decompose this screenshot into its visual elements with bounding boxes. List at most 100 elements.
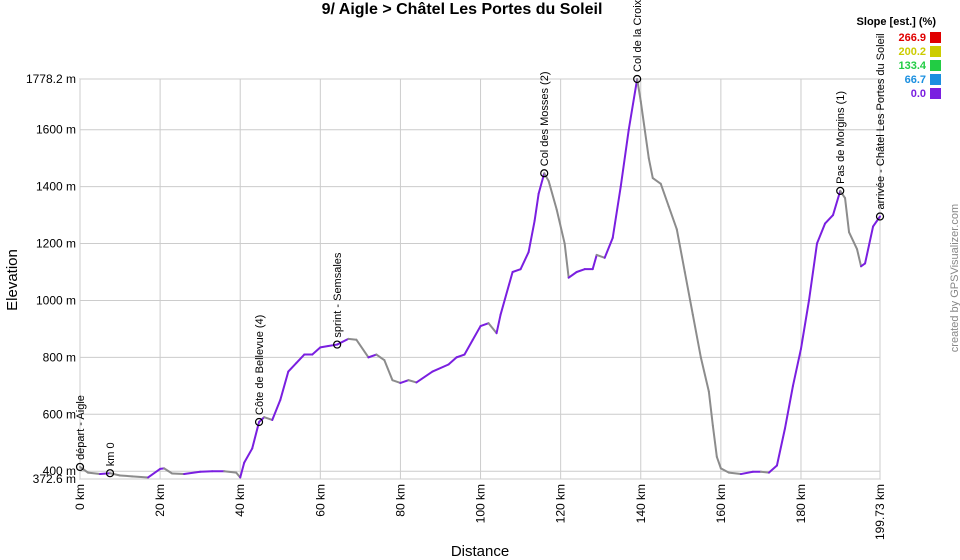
- profile-segment: [783, 384, 794, 430]
- legend-swatch: [930, 88, 941, 99]
- waypoint-label: Col des Mosses (2): [539, 71, 551, 166]
- profile-segment: [415, 370, 434, 384]
- x-axis-label: Distance: [451, 543, 509, 560]
- profile-segment: [683, 270, 694, 316]
- profile-segment: [87, 471, 102, 476]
- x-tick-label: 180 km: [794, 484, 808, 523]
- profile-segment: [495, 313, 502, 335]
- x-tick-label: 60 km: [313, 484, 327, 517]
- profile-segment: [872, 215, 881, 228]
- profile-segment: [336, 337, 350, 346]
- profile-segment: [399, 379, 410, 384]
- profile-segment: [699, 356, 710, 393]
- profile-segment: [287, 362, 298, 373]
- legend-value: 66.7: [905, 74, 926, 86]
- legend-swatch: [930, 46, 941, 57]
- profile-segment: [691, 313, 702, 359]
- x-tick-label: 100 km: [474, 484, 488, 523]
- legend-value: 200.2: [898, 46, 926, 58]
- legend-value: 133.4: [898, 60, 926, 72]
- y-tick-label: 1200 m: [36, 237, 76, 251]
- legend-value: 0.0: [911, 88, 926, 100]
- legend-value: 266.9: [898, 32, 926, 44]
- y-tick-label: 1000 m: [36, 293, 76, 307]
- x-tick-label: 120 km: [554, 484, 568, 523]
- profile-segment: [555, 208, 566, 245]
- profile-segment: [856, 248, 863, 268]
- profile-segment: [627, 78, 639, 131]
- profile-segment: [431, 363, 450, 373]
- profile-segment: [533, 192, 540, 222]
- waypoint-marker: [633, 74, 642, 84]
- profile-segment: [603, 236, 614, 259]
- waypoint-label: départ - Aigle: [75, 395, 87, 460]
- profile-segment: [775, 427, 786, 467]
- profile-segment: [251, 420, 261, 450]
- waypoint-label: arrivée - Châtel Les Portes du Soleil: [875, 33, 887, 209]
- chart-title: 9/ Aigle > Châtel Les Portes du Soleil: [322, 1, 603, 18]
- profile-segment: [567, 270, 578, 279]
- x-tick-label: 160 km: [714, 484, 728, 523]
- profile-segment: [99, 472, 112, 476]
- x-tick-label: 140 km: [634, 484, 648, 523]
- profile-segment: [659, 182, 670, 208]
- profile-segment: [611, 185, 622, 239]
- profile-segment: [295, 353, 306, 365]
- waypoint-label: km 0: [105, 442, 117, 466]
- profile-segment: [667, 205, 678, 231]
- profile-segment: [487, 322, 498, 335]
- profile-segment: [391, 379, 402, 384]
- profile-segment: [471, 325, 482, 342]
- profile-segment: [791, 347, 802, 387]
- profile-segment: [367, 353, 378, 359]
- profile-segment: [864, 225, 875, 265]
- profile-segment: [243, 447, 254, 464]
- profile-segment: [223, 470, 238, 474]
- profile-segment: [563, 242, 570, 279]
- x-tick-label: 199.73 km: [873, 484, 887, 540]
- profile-segment: [183, 470, 202, 476]
- profile-segment: [547, 179, 558, 211]
- profile-segment: [279, 370, 290, 402]
- profile-segment: [319, 344, 330, 349]
- waypoint-label: sprint - Semsales: [332, 252, 344, 337]
- waypoint-marker: [105, 469, 115, 478]
- profile-segment: [131, 475, 150, 479]
- profile-segment: [767, 464, 778, 474]
- legend-swatch: [930, 32, 941, 43]
- profile-segment: [511, 268, 522, 273]
- profile-segment: [311, 346, 322, 356]
- profile-segment: [239, 461, 246, 479]
- profile-segment: [727, 471, 742, 476]
- plot-area: [79, 78, 881, 480]
- credit: created by GPSVisualizer.com: [949, 204, 960, 352]
- y-tick-label: 1400 m: [36, 180, 76, 194]
- profile-segment: [347, 337, 358, 341]
- y-tick-label: 800 m: [43, 350, 76, 364]
- profile-segment: [759, 470, 770, 474]
- profile-segment: [171, 472, 186, 476]
- profile-segment: [719, 467, 730, 474]
- profile-segment: [619, 128, 630, 188]
- profile-segment: [815, 222, 827, 245]
- profile-segment: [383, 359, 394, 382]
- profile-segment: [739, 470, 754, 476]
- profile-segment: [499, 270, 514, 316]
- profile-segment: [119, 474, 134, 478]
- y-tick-label: 400 m: [43, 464, 76, 478]
- waypoint-marker: [75, 462, 85, 472]
- profile-segment: [807, 242, 818, 302]
- waypoint-marker: [333, 340, 342, 349]
- profile-segment: [147, 467, 162, 479]
- x-tick-label: 40 km: [233, 484, 247, 517]
- profile-segment: [327, 343, 339, 347]
- profile-segment: [355, 338, 370, 359]
- profile-segment: [109, 472, 122, 477]
- profile-segment: [675, 228, 686, 273]
- waypoint-label: Côte de Bellevue (4): [254, 315, 266, 415]
- waypoint-marker: [875, 212, 885, 221]
- profile-segment: [707, 390, 714, 427]
- waypoint-marker: [540, 169, 549, 178]
- waypoint-label: Pas de Morgins (1): [835, 91, 847, 184]
